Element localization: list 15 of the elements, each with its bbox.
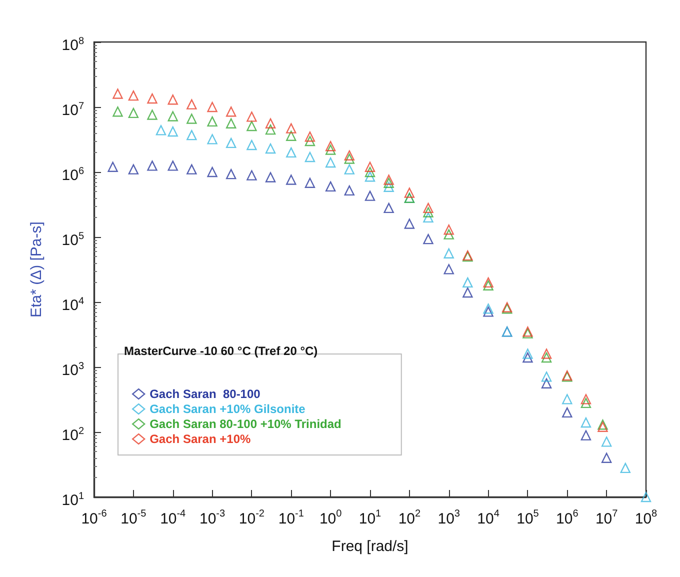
y-tick-label: 10$^{6}$	[62, 165, 84, 186]
y-axis-title: Eta* (Δ) [Pa-s]	[28, 222, 45, 318]
y-tick-label: 10$^{2}$	[62, 425, 84, 446]
legend-label: Gach Saran +10% Gilsonite	[150, 402, 306, 416]
y-tick-label: 10$^{7}$	[62, 100, 84, 121]
y-tick-label: 10$^{1}$	[62, 490, 84, 511]
legend-label: Gach Saran +10%	[150, 432, 251, 446]
legend-label: Gach Saran 80-100	[150, 387, 261, 401]
y-tick-label: 10$^{3}$	[62, 360, 84, 381]
legend-title: MasterCurve -10 60 °C (Tref 20 °C)	[124, 344, 318, 358]
y-tick-label: 10$^{4}$	[62, 295, 84, 316]
legend-label: Gach Saran 80-100 +10% Trinidad	[150, 417, 342, 431]
y-tick-label: 10$^{5}$	[62, 230, 84, 251]
x-axis-title: Freq [rad/s]	[332, 538, 408, 555]
y-tick-label: 10$^{8}$	[62, 35, 84, 56]
